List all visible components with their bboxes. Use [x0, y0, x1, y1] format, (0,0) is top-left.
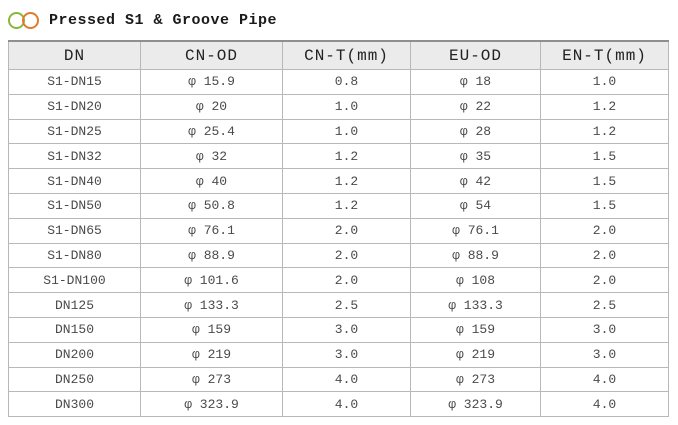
table-cell: φ 273	[140, 366, 283, 393]
column-header: EU-OD	[410, 40, 541, 70]
page-title: Pressed S1 & Groove Pipe	[49, 11, 278, 29]
table-cell: S1-DN100	[8, 267, 141, 294]
table-row: S1-DN65 φ 76.1 2.0 φ 76.1 2.0	[8, 217, 669, 244]
pipe-spec-table: DN CN-OD CN-T(mm) EU-OD EN-T(mm) S1-DN15 φ 15…	[8, 40, 669, 418]
table-cell: S1-DN65	[8, 217, 141, 244]
table-cell: 1.0	[540, 69, 669, 95]
table-cell: φ 32	[140, 143, 283, 170]
table-cell: φ 323.9	[140, 391, 283, 418]
table-cell: S1-DN50	[8, 192, 141, 219]
table-cell: 4.0	[540, 366, 669, 393]
table-cell: φ 159	[140, 316, 283, 343]
table-cell: φ 101.6	[140, 267, 283, 294]
table-cell: φ 15.9	[140, 69, 283, 95]
table-cell: 3.0	[540, 341, 669, 368]
table-cell: 3.0	[282, 341, 411, 368]
column-header: CN-OD	[140, 40, 283, 70]
table-row: S1-DN40 φ 40 1.2 φ 42 1.5	[8, 168, 669, 194]
table-cell: φ 273	[410, 366, 541, 393]
table-row: S1-DN32 φ 32 1.2 φ 35 1.5	[8, 143, 669, 170]
table-cell: 4.0	[540, 391, 669, 418]
table-row: S1-DN50 φ 50.8 1.2 φ 54 1.5	[8, 192, 669, 219]
table-cell: 1.0	[282, 118, 411, 145]
table-cell: φ 50.8	[140, 192, 283, 219]
column-header: CN-T(mm)	[282, 40, 411, 70]
table-cell: DN200	[8, 341, 141, 368]
table-cell: φ 76.1	[410, 217, 541, 244]
table-body: S1-DN15 φ 15.9 0.8 φ 18 1.0 S1-DN20 φ 20 1.0 φ 2…	[8, 69, 669, 418]
table-cell: φ 88.9	[140, 242, 283, 269]
table-cell: 1.2	[282, 192, 411, 219]
table-cell: 1.0	[282, 93, 411, 120]
table-row: DN300 φ 323.9 4.0 φ 323.9 4.0	[8, 391, 669, 418]
table-cell: 1.2	[540, 118, 669, 145]
table-cell: 2.0	[282, 242, 411, 269]
table-cell: φ 42	[410, 168, 541, 194]
table-cell: 4.0	[282, 366, 411, 393]
title-bar: Pressed S1 & Groove Pipe	[8, 6, 670, 34]
table-cell: DN250	[8, 366, 141, 393]
table-cell: 2.0	[282, 217, 411, 244]
orange-circle-icon	[22, 11, 39, 29]
table-cell: φ 28	[410, 118, 541, 145]
table-row: DN125 φ 133.3 2.5 φ 133.3 2.5	[8, 292, 669, 318]
table-cell: 3.0	[540, 316, 669, 343]
table-cell: 2.5	[282, 292, 411, 318]
table-cell: 2.5	[540, 292, 669, 318]
table-cell: S1-DN15	[8, 69, 141, 95]
table-cell: 1.5	[540, 143, 669, 170]
table-cell: 2.0	[540, 242, 669, 269]
table-cell: 2.0	[540, 267, 669, 294]
table-row: S1-DN20 φ 20 1.0 φ 22 1.2	[8, 93, 669, 120]
table-cell: 2.0	[540, 217, 669, 244]
table-cell: 1.5	[540, 192, 669, 219]
table-cell: S1-DN40	[8, 168, 141, 194]
table-cell: 0.8	[282, 69, 411, 95]
column-header: DN	[8, 40, 141, 70]
table-cell: DN150	[8, 316, 141, 343]
table-cell: φ 18	[410, 69, 541, 95]
table-cell: 4.0	[282, 391, 411, 418]
table-cell: S1-DN25	[8, 118, 141, 145]
table-row: DN200 φ 219 3.0 φ 219 3.0	[8, 341, 669, 368]
table-row: S1-DN25 φ 25.4 1.0 φ 28 1.2	[8, 118, 669, 145]
table-cell: φ 323.9	[410, 391, 541, 418]
table-cell: φ 22	[410, 93, 541, 120]
table-cell: S1-DN80	[8, 242, 141, 269]
table-header-row: DN CN-OD CN-T(mm) EU-OD EN-T(mm)	[8, 40, 669, 70]
table-cell: φ 20	[140, 93, 283, 120]
table-cell: φ 25.4	[140, 118, 283, 145]
table-cell: S1-DN32	[8, 143, 141, 170]
table-cell: 3.0	[282, 316, 411, 343]
table-cell: S1-DN20	[8, 93, 141, 120]
table-row: DN150 φ 159 3.0 φ 159 3.0	[8, 316, 669, 343]
table-cell: φ 219	[140, 341, 283, 368]
table-cell: 2.0	[282, 267, 411, 294]
column-header: EN-T(mm)	[540, 40, 669, 70]
table-cell: φ 35	[410, 143, 541, 170]
table-row: S1-DN80 φ 88.9 2.0 φ 88.9 2.0	[8, 242, 669, 269]
table-cell: DN125	[8, 292, 141, 318]
table-cell: 1.2	[282, 168, 411, 194]
table-cell: DN300	[8, 391, 141, 418]
table-cell: 1.2	[282, 143, 411, 170]
table-cell: φ 54	[410, 192, 541, 219]
table-cell: φ 40	[140, 168, 283, 194]
table-cell: 1.2	[540, 93, 669, 120]
table-cell: φ 159	[410, 316, 541, 343]
table-cell: φ 133.3	[140, 292, 283, 318]
table-row: S1-DN15 φ 15.9 0.8 φ 18 1.0	[8, 69, 669, 95]
table-row: S1-DN100 φ 101.6 2.0 φ 108 2.0	[8, 267, 669, 294]
table-cell: φ 219	[410, 341, 541, 368]
table-cell: 1.5	[540, 168, 669, 194]
table-cell: φ 76.1	[140, 217, 283, 244]
table-cell: φ 108	[410, 267, 541, 294]
table-cell: φ 88.9	[410, 242, 541, 269]
table-cell: φ 133.3	[410, 292, 541, 318]
table-row: DN250 φ 273 4.0 φ 273 4.0	[8, 366, 669, 393]
